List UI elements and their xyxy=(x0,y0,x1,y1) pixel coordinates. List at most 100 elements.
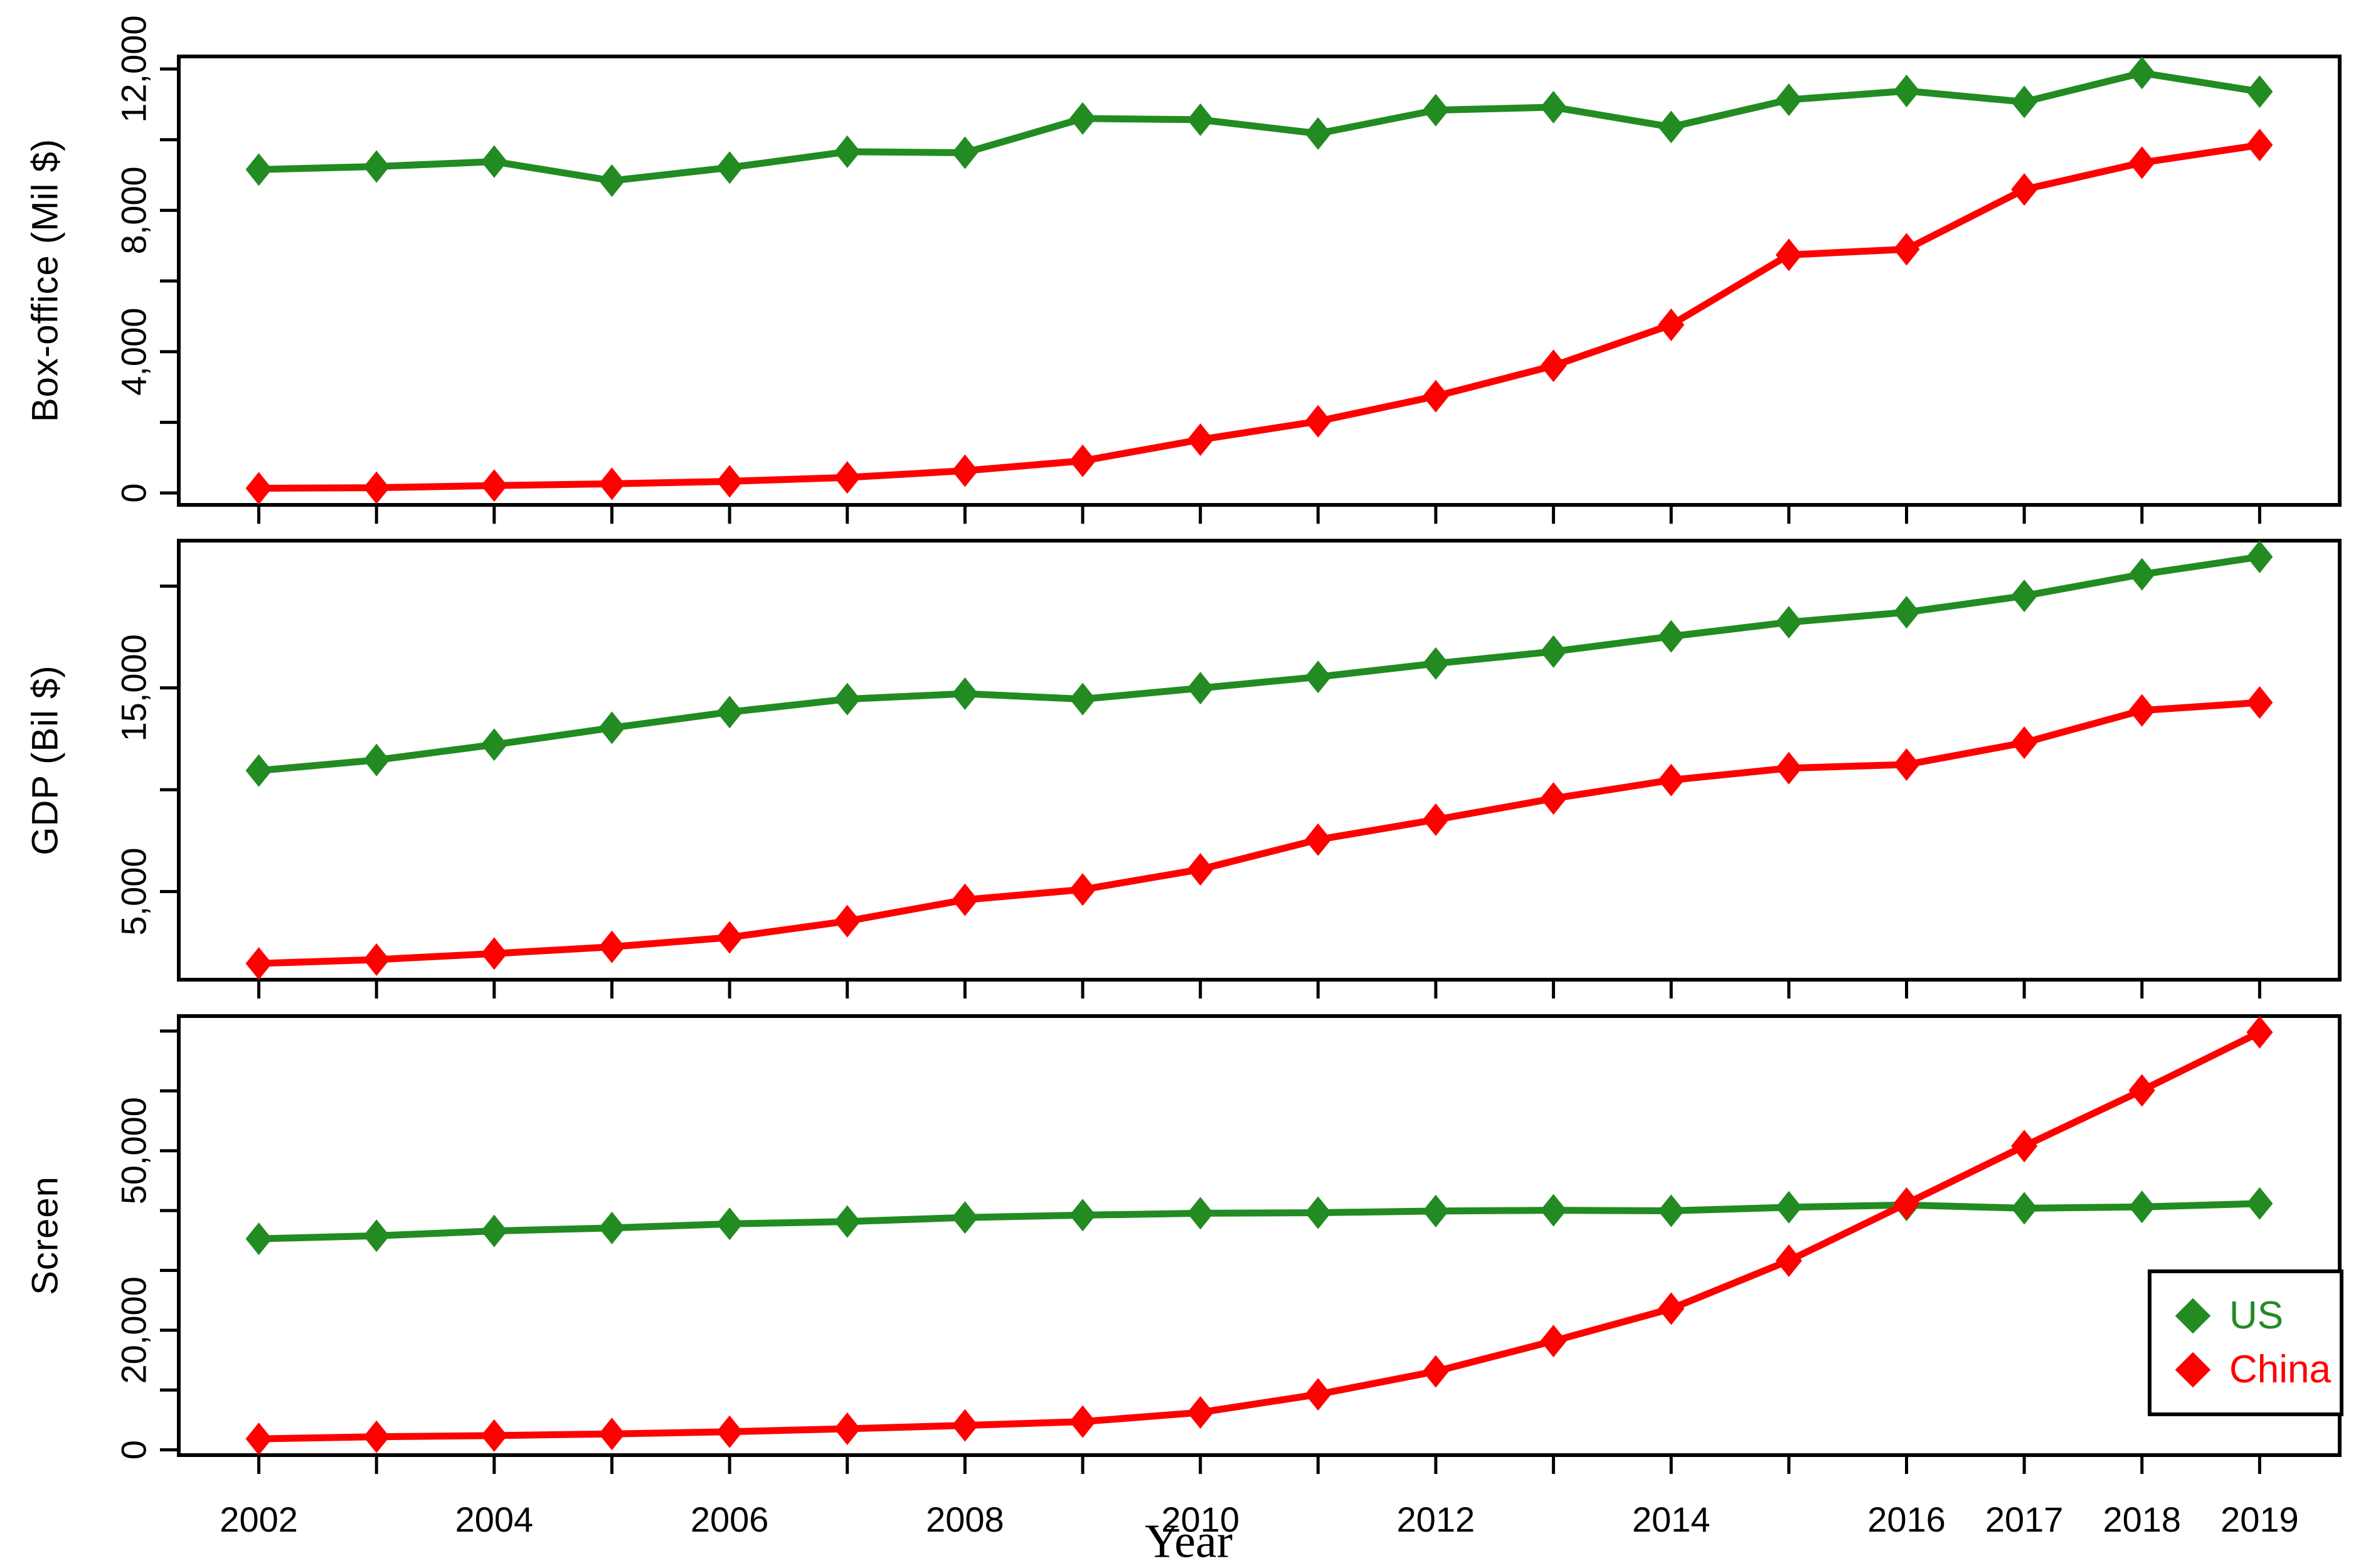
y-axis-title-box-office: Box-office (Mil $) xyxy=(24,138,66,423)
data-point-marker-china-2015 xyxy=(1775,751,1802,785)
data-point-marker-china-2019 xyxy=(2246,129,2273,162)
data-point-marker-china-2010 xyxy=(1187,423,1214,456)
y-tick-label-screen: 20,000 xyxy=(114,1276,154,1384)
panel-border-gdp xyxy=(177,539,2342,982)
data-point-marker-china-2011 xyxy=(1305,823,1332,856)
data-point-marker-us-2002 xyxy=(245,153,272,186)
series-line-us-screen xyxy=(255,1200,2263,1242)
data-point-marker-us-2003 xyxy=(363,150,390,183)
data-point-marker-us-2003 xyxy=(363,743,390,776)
data-point-marker-china-2007 xyxy=(834,904,861,938)
data-point-marker-china-2008 xyxy=(952,454,979,487)
data-point-marker-us-2012 xyxy=(1422,93,1449,127)
data-point-marker-china-2003 xyxy=(363,943,390,976)
data-point-marker-us-2016 xyxy=(1893,596,1920,629)
series-line-china-gdp xyxy=(255,699,2263,967)
data-point-marker-china-2013 xyxy=(1540,782,1567,815)
data-point-marker-us-2004 xyxy=(480,145,507,178)
x-axis-title: Year xyxy=(1144,1515,1233,1568)
us-diamond-marker-icon xyxy=(2175,1298,2211,1334)
data-point-marker-china-2004 xyxy=(480,1419,507,1452)
data-point-marker-china-2006 xyxy=(716,1415,743,1448)
y-axis-title-gdp: GDP (Bil $) xyxy=(24,665,66,856)
data-point-marker-china-2018 xyxy=(2128,694,2155,727)
data-point-marker-china-2009 xyxy=(1069,873,1096,906)
data-point-marker-us-2013 xyxy=(1540,1194,1567,1227)
x-tick-label-2017: 2017 xyxy=(1985,1500,2064,1539)
data-point-marker-us-2018 xyxy=(2128,56,2155,90)
data-point-marker-us-2015 xyxy=(1775,606,1802,639)
data-point-marker-china-2002 xyxy=(245,1422,272,1456)
data-point-marker-china-2010 xyxy=(1187,853,1214,886)
data-point-marker-china-2019 xyxy=(2246,686,2273,719)
data-point-marker-us-2007 xyxy=(834,135,861,168)
x-tick-label-2018: 2018 xyxy=(2103,1500,2181,1539)
data-point-marker-china-2009 xyxy=(1069,444,1096,477)
x-tick-label-2019: 2019 xyxy=(2220,1500,2299,1539)
data-point-marker-china-2012 xyxy=(1422,803,1449,836)
data-point-marker-us-2014 xyxy=(1658,110,1685,144)
y-tick-label-screen: 50,000 xyxy=(114,1097,154,1204)
data-point-marker-us-2010 xyxy=(1187,672,1214,705)
data-point-marker-us-2010 xyxy=(1187,1197,1214,1230)
data-point-marker-us-2008 xyxy=(952,677,979,711)
data-point-marker-us-2006 xyxy=(716,1207,743,1241)
data-point-marker-china-2007 xyxy=(834,1412,861,1446)
data-point-marker-us-2012 xyxy=(1422,647,1449,680)
data-point-marker-us-2016 xyxy=(1893,74,1920,107)
data-point-marker-us-2008 xyxy=(952,136,979,169)
x-tick-label-2014: 2014 xyxy=(1632,1500,1711,1539)
data-point-marker-china-2012 xyxy=(1422,1355,1449,1388)
data-point-marker-china-2014 xyxy=(1658,308,1685,341)
x-tick-label-2006: 2006 xyxy=(691,1500,769,1539)
data-point-marker-us-2017 xyxy=(2011,85,2038,119)
data-point-marker-china-2002 xyxy=(245,472,272,505)
data-point-marker-us-2008 xyxy=(952,1201,979,1234)
legend-label-china: China xyxy=(2229,1348,2331,1391)
data-point-marker-us-2014 xyxy=(1658,620,1685,653)
data-point-marker-china-2014 xyxy=(1658,1292,1685,1325)
data-point-marker-china-2017 xyxy=(2011,173,2038,206)
x-tick-label-2010: 2010 xyxy=(1161,1500,1239,1539)
data-point-marker-china-2003 xyxy=(363,471,390,504)
data-point-marker-china-2016 xyxy=(1893,748,1920,781)
data-point-marker-china-2005 xyxy=(598,467,625,501)
data-point-marker-us-2005 xyxy=(598,1211,625,1244)
data-point-marker-us-2018 xyxy=(2128,558,2155,591)
data-point-marker-us-2015 xyxy=(1775,83,1802,117)
panel-border-screen xyxy=(177,1014,2342,1457)
data-point-marker-china-2013 xyxy=(1540,349,1567,383)
data-point-marker-us-2006 xyxy=(716,151,743,184)
china-diamond-marker-icon xyxy=(2175,1352,2211,1388)
data-point-marker-china-2016 xyxy=(1893,233,1920,266)
data-point-marker-china-2019 xyxy=(2246,1015,2273,1049)
data-point-marker-us-2011 xyxy=(1305,117,1332,150)
data-point-marker-china-2004 xyxy=(480,469,507,502)
x-tick-label-2008: 2008 xyxy=(926,1500,1004,1539)
data-point-marker-us-2017 xyxy=(2011,580,2038,613)
data-point-marker-us-2018 xyxy=(2128,1190,2155,1224)
data-point-marker-china-2004 xyxy=(480,937,507,970)
y-tick-label-gdp: 5,000 xyxy=(114,847,154,935)
legend-label-us: US xyxy=(2229,1294,2284,1337)
data-point-marker-china-2018 xyxy=(2128,146,2155,179)
legend-box: US China xyxy=(2148,1269,2343,1416)
data-point-marker-us-2009 xyxy=(1069,102,1096,135)
data-point-marker-us-2007 xyxy=(834,682,861,716)
data-point-marker-us-2015 xyxy=(1775,1190,1802,1224)
data-point-marker-china-2009 xyxy=(1069,1405,1096,1438)
data-point-marker-us-2009 xyxy=(1069,1199,1096,1232)
data-point-marker-china-2017 xyxy=(2011,726,2038,760)
data-point-marker-china-2013 xyxy=(1540,1325,1567,1358)
data-point-marker-us-2004 xyxy=(480,1214,507,1248)
series-line-us-gdp xyxy=(255,553,2263,775)
y-tick-label-screen: 0 xyxy=(114,1440,154,1459)
x-tick-label-2016: 2016 xyxy=(1867,1500,1946,1539)
data-point-marker-us-2019 xyxy=(2246,540,2273,573)
data-point-marker-us-2012 xyxy=(1422,1194,1449,1227)
data-point-marker-china-2005 xyxy=(598,930,625,963)
data-point-marker-china-2005 xyxy=(598,1417,625,1451)
data-point-marker-us-2017 xyxy=(2011,1192,2038,1225)
